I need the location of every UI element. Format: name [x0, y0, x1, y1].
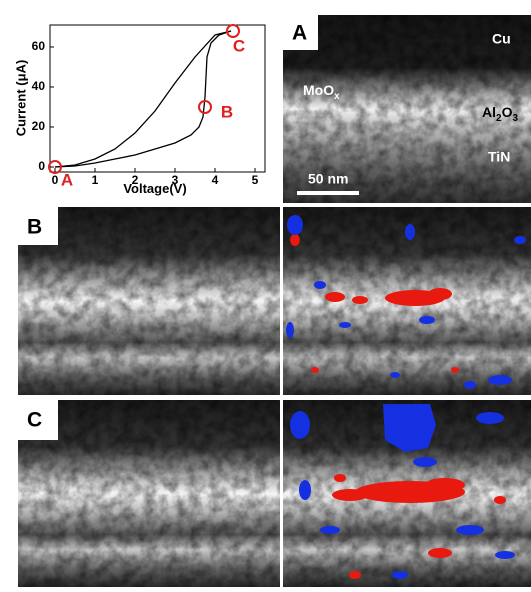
plot-frame [49, 24, 266, 173]
annotation: TiN [488, 149, 510, 165]
iv-curve [54, 30, 232, 168]
image-c: C [18, 400, 280, 587]
y-tick-label: 40 [32, 79, 46, 93]
iv-curve [54, 30, 232, 168]
y-tick-label: 0 [38, 159, 45, 173]
point-label: B [221, 102, 233, 121]
point-marker [198, 100, 212, 114]
annotation: Al2O3 [482, 104, 518, 124]
y-tick-label: 60 [32, 39, 46, 53]
scale-label: 50 nm [308, 171, 348, 187]
x-tick-label: 5 [252, 173, 259, 187]
point-marker [226, 24, 240, 38]
x-tick-label: 1 [92, 173, 99, 187]
panel-label: C [27, 409, 42, 432]
image-b: B [18, 207, 280, 395]
y-tick-label: 20 [32, 119, 46, 133]
x-tick-label: 3 [172, 173, 179, 187]
panel-label: B [27, 216, 42, 239]
x-tick-label: 0 [52, 173, 59, 187]
point-label: C [233, 36, 245, 55]
x-axis-label: Voltage(V) [123, 181, 186, 196]
annotation: Cu [492, 31, 511, 47]
y-axis-label: Current (μA) [13, 60, 28, 137]
scale-bar [297, 191, 359, 195]
x-tick-label: 4 [212, 173, 219, 187]
panel-label: A [292, 22, 307, 45]
image-a: A Cu MoOx Al2O3 TiN 50 nm [283, 15, 531, 203]
point-marker [48, 160, 62, 174]
iv-chart: Voltage(V) Current (μA) 0 1 2 3 4 5 0 20 40 60 A B C [13, 24, 266, 196]
image-c-map [283, 400, 531, 587]
annotation: MoOx [303, 82, 340, 102]
point-label: A [61, 170, 73, 189]
x-tick-label: 2 [132, 173, 139, 187]
image-b-map [283, 207, 531, 395]
